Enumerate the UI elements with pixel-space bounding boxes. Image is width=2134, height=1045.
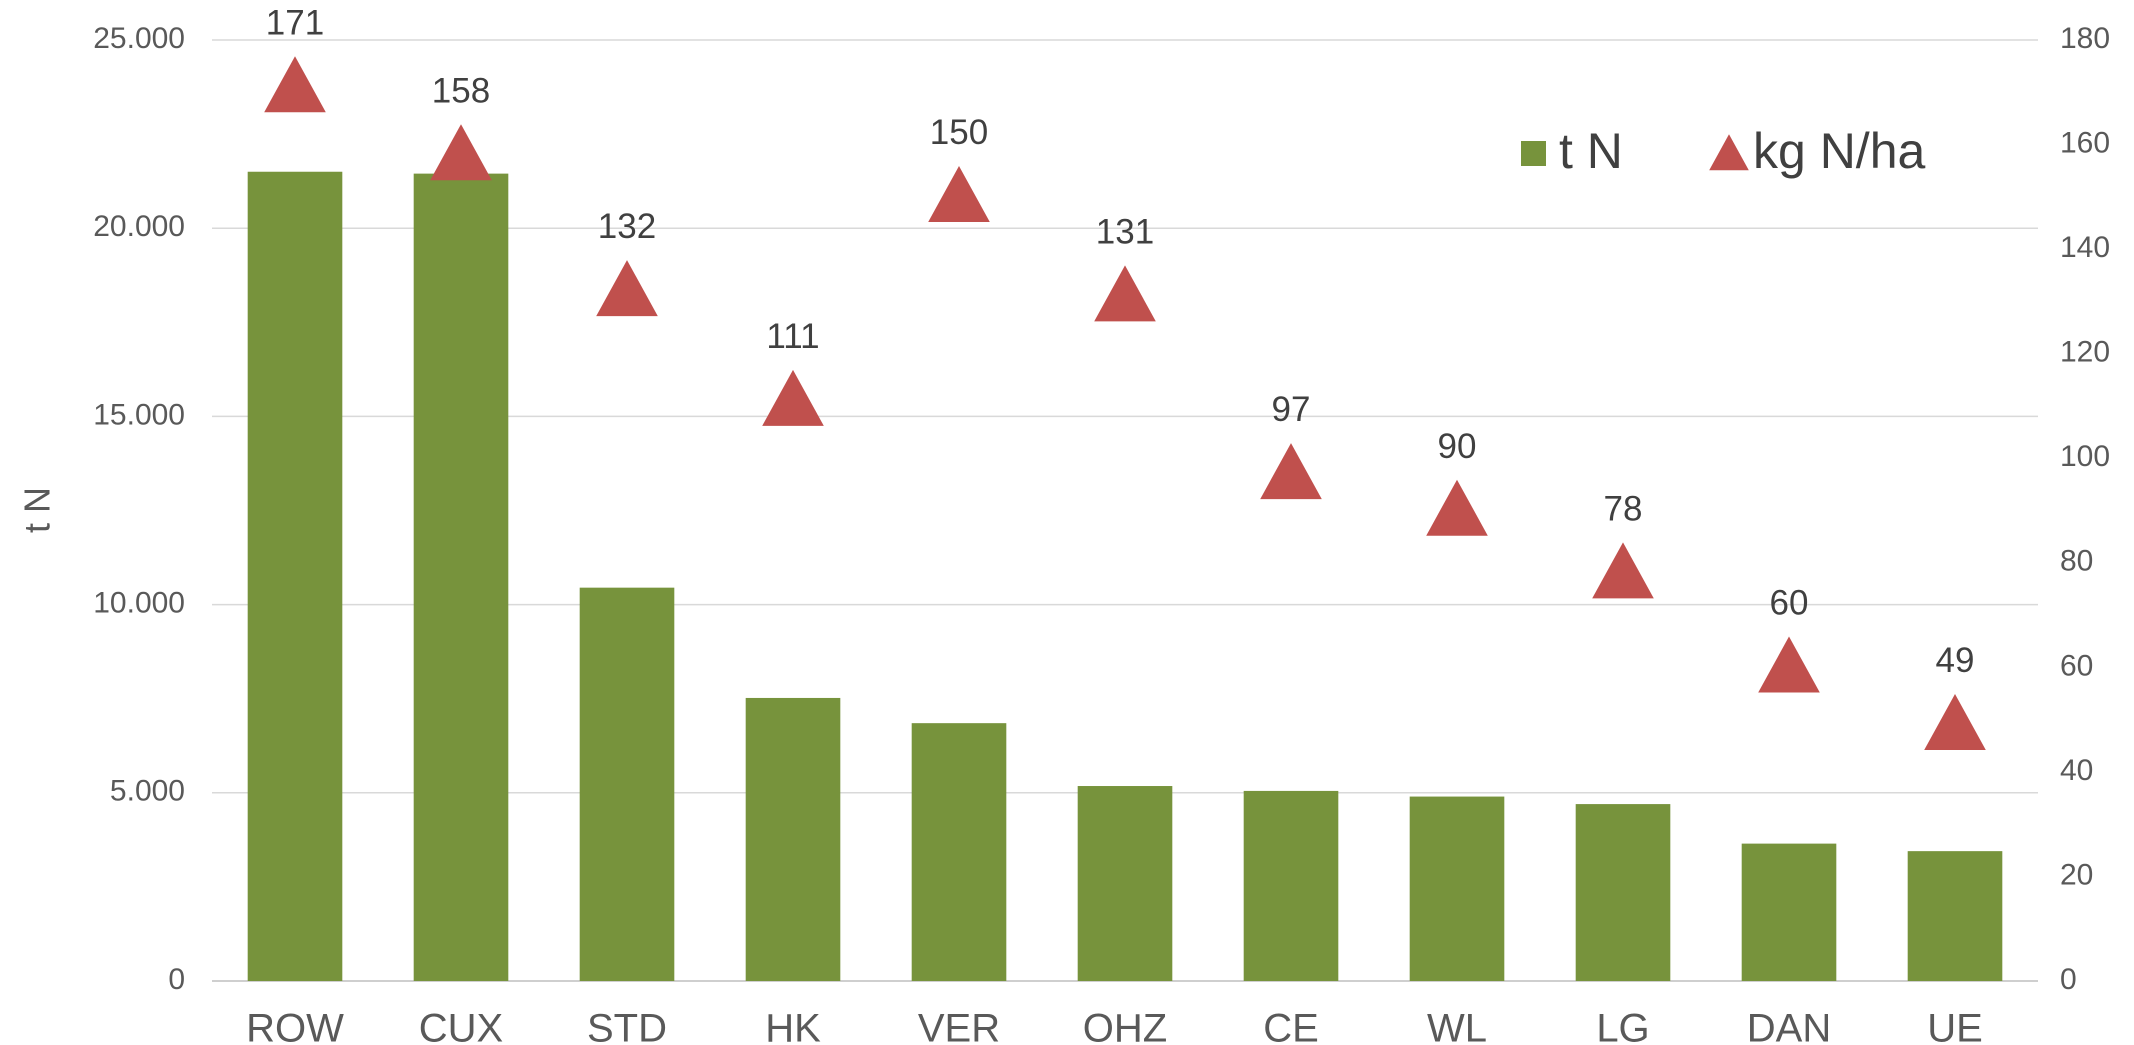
data-label: 60 [1770, 584, 1809, 623]
bar [745, 697, 841, 981]
triangle-marker [430, 124, 492, 181]
bar [1575, 804, 1671, 981]
x-tick-label: STD [587, 1007, 667, 1045]
bar [1409, 796, 1505, 981]
y-tick-label: 0 [168, 963, 185, 996]
y2-tick-label: 180 [2060, 22, 2110, 55]
data-label: 78 [1604, 489, 1643, 528]
triangle-marker [1094, 265, 1156, 322]
bar [413, 173, 509, 981]
y-tick-label: 10.000 [93, 587, 185, 620]
triangle-marker [596, 260, 658, 317]
x-tick-label: OHZ [1083, 1007, 1167, 1045]
y2-tick-label: 100 [2060, 440, 2110, 473]
x-tick-label: WL [1427, 1007, 1487, 1045]
y-tick-label: 25.000 [93, 22, 185, 55]
data-label: 158 [432, 71, 490, 110]
triangle-marker [1260, 443, 1322, 500]
data-label: 49 [1936, 641, 1975, 680]
legend-label: t N [1559, 123, 1623, 179]
triangle-marker [928, 166, 990, 223]
triangle-marker [762, 369, 824, 426]
legend-swatch [1521, 141, 1546, 166]
y-tick-label: 15.000 [93, 398, 185, 431]
triangle-marker [1924, 694, 1986, 751]
triangle-marker [1758, 636, 1820, 693]
x-tick-label: VER [918, 1007, 1000, 1045]
x-tick-label: DAN [1747, 1007, 1831, 1045]
legend-label: kg N/ha [1753, 123, 1926, 179]
data-label: 132 [598, 207, 656, 246]
y2-tick-label: 140 [2060, 231, 2110, 264]
x-tick-label: ROW [246, 1007, 344, 1045]
data-label: 90 [1438, 427, 1477, 466]
x-tick-label: LG [1596, 1007, 1649, 1045]
data-label: 131 [1096, 212, 1154, 251]
triangle-marker [1592, 542, 1654, 599]
bar [247, 171, 343, 982]
y2-tick-label: 20 [2060, 858, 2093, 891]
data-label: 111 [766, 317, 819, 356]
data-label: 171 [266, 3, 324, 42]
legend-swatch [1709, 134, 1749, 171]
y-axis-label: t N [17, 487, 58, 533]
x-tick-label: CE [1263, 1007, 1319, 1045]
bar [1243, 790, 1339, 981]
y-tick-label: 20.000 [93, 210, 185, 243]
data-label: 97 [1272, 390, 1311, 429]
y2-tick-label: 0 [2060, 963, 2077, 996]
y2-tick-label: 80 [2060, 545, 2093, 578]
y2-tick-label: 60 [2060, 649, 2093, 682]
bar [911, 723, 1007, 981]
x-tick-label: CUX [419, 1007, 503, 1045]
triangle-marker [1426, 479, 1488, 536]
bar [1741, 843, 1837, 981]
bar [1077, 786, 1173, 981]
y2-tick-label: 120 [2060, 336, 2110, 369]
x-tick-label: HK [765, 1007, 821, 1045]
data-label: 150 [930, 113, 988, 152]
x-tick-label: UE [1927, 1007, 1983, 1045]
y2-tick-label: 160 [2060, 126, 2110, 159]
bar [579, 587, 675, 981]
bar [1907, 851, 2003, 981]
y2-tick-label: 40 [2060, 754, 2093, 787]
y-tick-label: 5.000 [110, 775, 185, 808]
triangle-marker [264, 56, 326, 113]
